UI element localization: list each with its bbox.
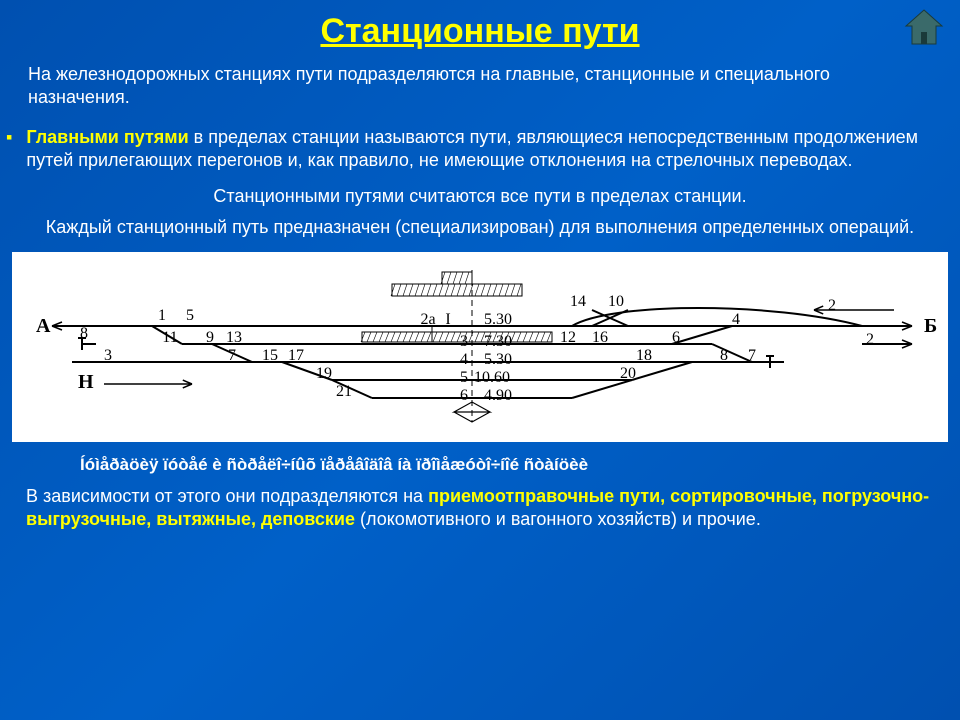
svg-text:4: 4 [732,311,740,328]
home-icon[interactable] [902,8,946,48]
svg-text:16: 16 [592,329,608,346]
svg-text:6: 6 [672,329,680,346]
svg-text:14: 14 [570,293,586,310]
svg-text:5.30: 5.30 [484,311,512,328]
bullet-main-tracks: ▪ Главными путями в пределах станции наз… [0,126,960,171]
diagram-caption: Íóìåðàöèÿ ïóòåé è ñòðåëî÷íûõ ïåðåâîäîâ í… [0,448,960,479]
svg-text:7.30: 7.30 [484,333,512,350]
final-post: (локомотивного и вагонного хозяйств) и п… [355,509,761,529]
svg-text:7: 7 [228,347,236,364]
track-diagram: АБН1511389137151719212аI34565.307.305.30… [12,252,948,442]
svg-text:10.60: 10.60 [474,369,510,386]
svg-text:19: 19 [316,365,332,382]
svg-text:21: 21 [336,383,352,400]
svg-text:12: 12 [560,329,576,346]
svg-text:13: 13 [226,329,242,346]
svg-text:8: 8 [720,347,728,364]
para-station-tracks: Станционными путями считаются все пути в… [0,181,960,212]
svg-text:3: 3 [460,333,468,350]
svg-text:Б: Б [924,315,937,337]
final-paragraph: В зависимости от этого они подразделяютс… [0,479,960,532]
svg-text:I: I [445,311,450,328]
svg-text:5: 5 [186,307,194,324]
svg-text:А: А [36,315,51,337]
svg-text:8: 8 [80,325,88,342]
svg-text:Н: Н [78,371,94,393]
svg-text:7: 7 [748,347,756,364]
bullet-emphasis: Главными путями [26,127,188,147]
svg-text:4.90: 4.90 [484,387,512,404]
svg-text:2: 2 [828,297,836,314]
svg-text:4: 4 [460,351,468,368]
page-title: Станционные пути [0,0,960,59]
svg-text:15: 15 [262,347,278,364]
svg-text:3: 3 [104,347,112,364]
svg-text:2а: 2а [420,311,435,328]
svg-text:10: 10 [608,293,624,310]
svg-text:9: 9 [206,329,214,346]
svg-text:6: 6 [460,387,468,404]
svg-text:5.30: 5.30 [484,351,512,368]
svg-text:18: 18 [636,347,652,364]
svg-text:2: 2 [866,331,874,348]
svg-text:11: 11 [162,329,177,346]
svg-text:20: 20 [620,365,636,382]
para-specialized: Каждый станционный путь предназначен (сп… [0,212,960,243]
bullet-body: Главными путями в пределах станции назыв… [26,126,950,171]
bullet-marker: ▪ [0,126,26,171]
svg-text:5: 5 [460,369,468,386]
intro-text: На железнодорожных станциях пути подразд… [0,59,960,126]
final-pre: В зависимости от этого они подразделяютс… [26,486,428,506]
svg-text:1: 1 [158,307,166,324]
svg-text:17: 17 [288,347,304,364]
